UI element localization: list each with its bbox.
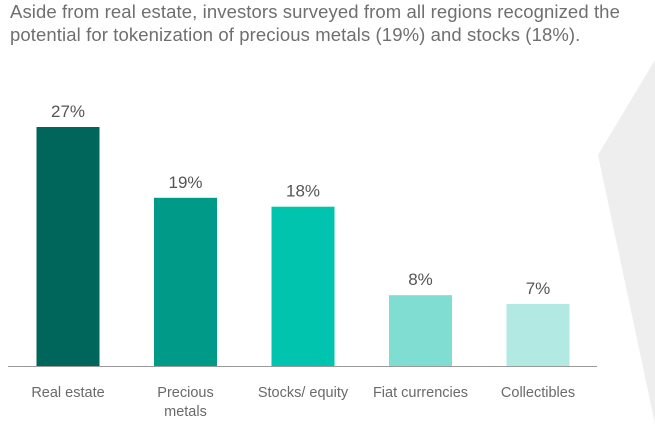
value-label-0: 27% [51,102,85,121]
category-label-line: Real estate [31,385,104,401]
bar-2 [271,206,335,366]
category-label-4: Collectibles [501,385,575,401]
category-label-2: Stocks/ equity [258,385,349,401]
value-label-2: 18% [286,182,320,201]
chart-headline: Aside from real estate, investors survey… [10,1,620,45]
bar-1 [154,197,217,366]
category-label-3: Fiat currencies [373,385,468,401]
category-label-1: Precious metals [157,385,213,420]
category-label-line: Stocks/ equity [258,385,349,401]
category-label-line: Precious [157,385,213,401]
category-label-line: metals [164,404,207,420]
category-label-0: Real estate [31,385,104,401]
value-label-1: 19% [168,173,202,192]
bar-4 [506,304,570,366]
background-gray-polygon [598,60,655,424]
category-label-line: Collectibles [501,385,575,401]
bar-3 [389,295,452,366]
value-label-3: 8% [408,270,433,289]
value-label-4: 7% [526,279,551,298]
bar-0 [36,127,100,366]
category-label-line: Fiat currencies [373,385,468,401]
